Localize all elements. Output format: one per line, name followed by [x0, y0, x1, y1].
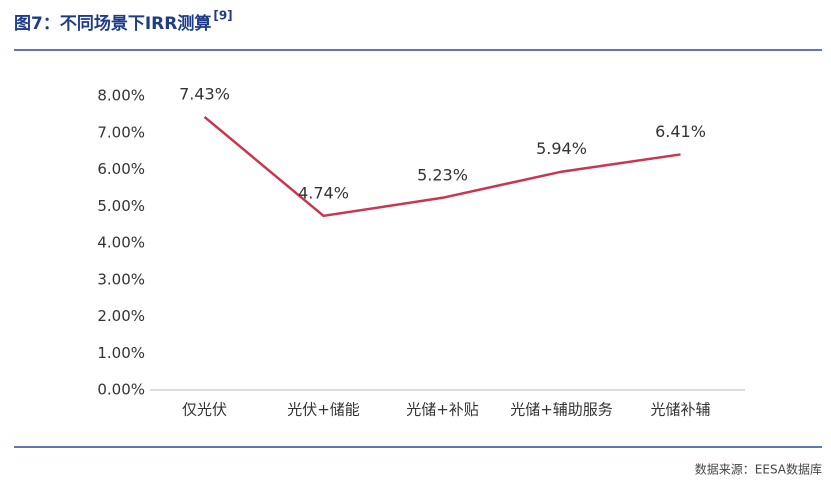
data-label: 5.94%: [536, 139, 587, 158]
x-tick-label: 光伏+储能: [287, 401, 360, 419]
y-tick-label: 8.00%: [97, 87, 145, 105]
x-tick-label: 光储补辅: [650, 401, 710, 419]
chart-title: 图7：不同场景下IRR测算: [14, 13, 211, 34]
y-tick-label: 0.00%: [97, 381, 145, 399]
x-tick-label: 光储+辅助服务: [510, 401, 613, 419]
data-label: 6.41%: [655, 122, 706, 141]
source: 数据来源：EESA数据库: [695, 462, 822, 477]
data-label: 4.74%: [298, 183, 349, 202]
y-tick-label: 6.00%: [97, 160, 145, 178]
data-label: 5.23%: [417, 165, 468, 184]
y-tick-label: 5.00%: [97, 197, 145, 215]
y-tick-label: 1.00%: [97, 344, 145, 362]
y-tick-label: 2.00%: [97, 307, 145, 325]
x-tick-label: 光储+补贴: [406, 401, 479, 419]
y-tick-label: 3.00%: [97, 270, 145, 288]
x-tick-label: 仅光伏: [182, 401, 227, 419]
line-series: [203, 115, 681, 218]
title-superscript: [9]: [213, 9, 232, 23]
y-tick-label: 7.00%: [97, 123, 145, 141]
data-label: 7.43%: [179, 84, 230, 103]
y-tick-label: 4.00%: [97, 234, 145, 252]
